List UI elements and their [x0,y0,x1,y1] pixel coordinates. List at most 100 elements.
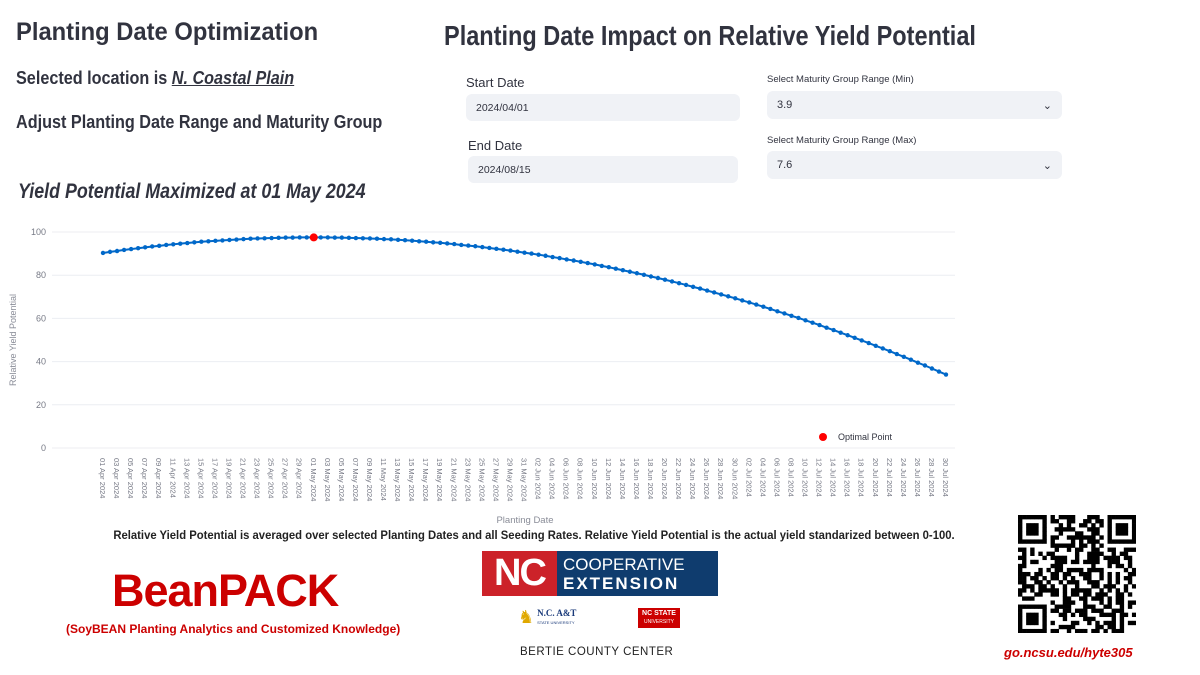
data-point [522,250,527,255]
x-tick-label: 02 Jun 2024 [534,458,543,499]
mg-min-select[interactable]: 3.9 ⌄ [767,91,1062,119]
qr-module [1107,580,1112,585]
qr-module [1107,535,1112,540]
qr-module [1119,608,1125,613]
data-point [789,313,794,319]
data-point [592,262,597,267]
ext-line1: COOPERATIVE [563,554,685,574]
qr-module [1026,515,1031,520]
qr-module [1070,519,1076,524]
qr-module [1091,535,1096,540]
qr-module [1030,547,1035,552]
qr-module [1127,555,1133,561]
qr-module [1091,596,1096,601]
qr-module [1111,612,1116,618]
qr-module [1083,519,1088,524]
qr-module [1103,555,1108,561]
data-point [473,244,478,249]
qr-module [1026,571,1031,577]
qr-module [1054,527,1059,532]
data-point [782,311,787,316]
qr-module [1131,600,1136,605]
data-point [754,302,759,307]
qr-module [1066,567,1072,573]
qr-module [1083,628,1088,633]
x-tick-label: 20 Jul 2024 [871,458,880,497]
x-tick-label: 27 Apr 2024 [281,458,290,498]
mg-min-value: 3.9 [777,99,793,111]
qr-module [1046,551,1051,556]
data-point [128,246,134,252]
data-point [796,315,801,321]
end-date-label: End Date [468,138,523,153]
qr-module [1111,620,1116,626]
qr-module [1054,592,1059,597]
qr-module [1119,624,1125,630]
qr-module [1034,539,1039,544]
beanpack-subtitle: (SoyBEAN Planting Analytics and Customiz… [66,622,401,636]
qr-module [1091,547,1096,552]
qr-module [1022,547,1027,552]
x-tick-label: 18 Jun 2024 [646,458,655,499]
qr-module [1070,588,1076,593]
qr-module [1018,624,1023,630]
qr-module [1038,539,1043,544]
qr-module [1018,519,1023,524]
qr-module [1058,563,1064,569]
data-point [690,284,696,290]
qr-module [1123,584,1129,589]
qr-module [1054,543,1059,548]
end-date-input[interactable]: 2024/08/15 [468,156,738,183]
data-point [423,239,429,244]
qr-module [1131,527,1136,532]
qr-module [1091,580,1096,585]
data-point [536,252,541,257]
qr-module [1026,531,1031,536]
x-tick-label: 25 Apr 2024 [267,458,276,498]
qr-module [1095,515,1100,520]
mg-max-select[interactable]: 7.6 ⌄ [767,151,1062,179]
qr-module [1018,604,1023,609]
qr-module [1119,604,1125,609]
qr-module [1022,580,1027,585]
x-tick-label: 08 Jul 2024 [786,458,795,497]
qr-module [1095,547,1100,552]
qr-module [1038,584,1043,589]
short-url[interactable]: go.ncsu.edu/hyte305 [1004,645,1133,660]
qr-module [1123,555,1129,561]
qr-module [1115,523,1121,528]
qr-module [1054,559,1059,565]
data-point [936,369,942,374]
qr-module [1131,515,1136,520]
start-date-input[interactable]: 2024/04/01 [466,94,740,121]
data-point [339,235,345,240]
qr-module [1066,519,1072,524]
y-axis-label: Relative Yield Potential [8,294,18,386]
qr-module [1050,588,1055,593]
x-tick-label: 12 Jul 2024 [815,458,824,497]
qr-module [1087,539,1092,544]
qr-module [1115,600,1121,605]
qr-module [1026,527,1031,532]
qr-module [1054,555,1059,561]
data-point [171,242,176,247]
qr-module [1030,616,1035,622]
data-point [220,238,225,243]
qr-module [1034,628,1039,633]
qr-module [1034,571,1039,577]
yield-chart[interactable]: 0 20 40 60 80 100 Relative Yield Potential Plan… [0,215,1000,530]
data-point [901,354,907,360]
qr-module [1050,620,1055,626]
qr-module [1103,592,1108,597]
qr-module [1123,588,1129,593]
qr-module [1042,539,1047,544]
qr-module [1131,547,1136,552]
qr-module [1119,527,1125,532]
qr-module [1123,515,1129,520]
x-tick-label: 31 May 2024 [520,458,529,501]
data-point [353,235,359,241]
data-point [859,338,864,343]
data-point [669,279,675,284]
data-point [199,239,204,244]
instruction-text: Adjust Planting Date Range and Maturity … [16,112,383,132]
